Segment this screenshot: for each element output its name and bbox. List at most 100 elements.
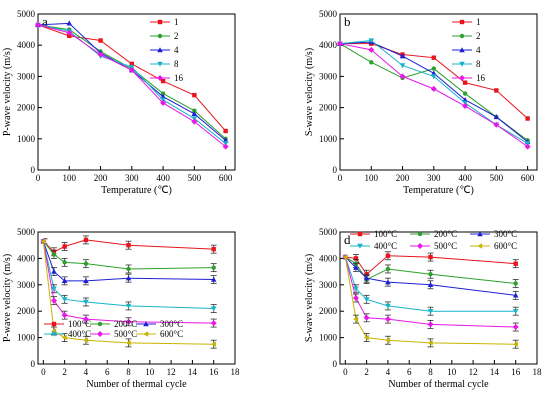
y-axis-label: P-wave velocity (m/s) [2, 254, 13, 342]
legend-label: 500°C [434, 241, 457, 251]
data-point [61, 278, 68, 284]
panel-letter: b [344, 14, 351, 29]
legend-item: 16 [150, 73, 184, 83]
series-line [37, 22, 226, 141]
data-point [125, 275, 132, 281]
y-tick-label: 5000 [17, 9, 36, 19]
data-point [428, 254, 433, 260]
legend-marker [143, 331, 149, 337]
data-point [83, 237, 89, 243]
x-tick-label: 6 [105, 367, 110, 377]
data-point [427, 321, 434, 328]
series-500C [40, 238, 217, 328]
legend-item: 100°C [44, 319, 91, 329]
data-point [385, 253, 391, 258]
series-4 [35, 20, 229, 143]
data-point [83, 337, 89, 344]
series-line [42, 241, 214, 345]
panel-a: a 0 100 200 300 400 500 600 0 1000 2000 3000 4000 500… [2, 9, 236, 196]
x-tick-label: 300 [427, 173, 441, 183]
data-point [462, 91, 468, 96]
x-tick-label: 600 [219, 173, 233, 183]
legend-label: 16 [174, 73, 184, 83]
data-point [160, 91, 166, 96]
series-line [344, 256, 516, 345]
data-point [512, 309, 519, 314]
legend-marker [97, 321, 103, 327]
data-point [427, 309, 434, 314]
legend-marker [357, 231, 363, 237]
y-tick-label: 1000 [17, 333, 36, 343]
y-tick-label: 3000 [17, 71, 36, 81]
x-axis-label: Number of thermal cycle [388, 379, 489, 390]
x-tick-label: 0 [338, 173, 343, 183]
plot-frame [37, 13, 236, 171]
data-point [211, 246, 216, 252]
data-point [210, 341, 216, 347]
legend-item: 300°C [136, 319, 183, 329]
legend-label: 1 [476, 17, 481, 27]
data-point [126, 266, 131, 272]
series-8 [35, 22, 229, 147]
y-tick-label: 0 [31, 359, 36, 369]
x-tick-label: 500 [490, 173, 504, 183]
legend-marker [459, 61, 465, 67]
legend-item: 4 [452, 45, 481, 55]
legend-item: 400°C [44, 329, 91, 339]
data-point [67, 33, 72, 39]
legend-item: 600°C [470, 241, 517, 251]
data-point [40, 238, 46, 245]
data-point [83, 261, 89, 266]
x-tick-label: 100 [63, 173, 77, 183]
y-axis-label: S-wave velocity (m/s) [304, 48, 315, 136]
y-tick-label: 2000 [17, 103, 36, 113]
x-tick-label: 16 [209, 367, 219, 377]
data-point [363, 334, 369, 341]
data-point [385, 279, 391, 285]
data-point [431, 66, 437, 71]
y-tick-label: 1000 [17, 134, 36, 144]
legend-marker [459, 33, 465, 39]
data-point [363, 297, 370, 303]
legend-marker [97, 331, 103, 337]
x-tick-label: 300 [125, 173, 139, 183]
panel-letter: d [344, 232, 351, 247]
data-point [126, 243, 131, 248]
series-line [344, 256, 516, 328]
legend-marker [477, 243, 483, 249]
x-tick-label: 2 [62, 367, 67, 377]
data-point [62, 244, 67, 249]
legend-marker [417, 243, 423, 249]
data-point [430, 85, 437, 92]
data-point [51, 268, 57, 274]
legend-label: 100°C [374, 229, 397, 239]
data-point [368, 38, 375, 44]
x-tick-label: 400 [458, 173, 472, 183]
panel-c: c024681012141618010002000300040005000Num… [2, 227, 240, 390]
series-1 [337, 41, 530, 121]
data-point [353, 316, 359, 322]
data-point [427, 282, 434, 287]
data-point [513, 281, 518, 286]
x-tick-label: 18 [533, 367, 543, 377]
data-point [513, 261, 518, 266]
x-tick-label: 8 [428, 367, 433, 377]
series-600C [40, 238, 217, 349]
panel-d: d 0 2 4 6 8 10 12 14 16 18 0 1000 2000 3000 4000 5000 Num… [304, 227, 542, 390]
legend-marker [459, 75, 465, 81]
data-point [385, 303, 391, 309]
legend-label: 600°C [494, 241, 517, 251]
data-point [493, 114, 500, 120]
y-tick-label: 0 [31, 165, 36, 175]
data-point [385, 266, 391, 272]
data-point [191, 111, 198, 117]
y-axis-label: P-wave velocity (m/s) [2, 48, 13, 136]
x-tick-label: 6 [407, 367, 412, 377]
legend-label: 8 [476, 59, 481, 69]
x-tick-label: 10 [145, 367, 155, 377]
legend-label: 2 [174, 31, 179, 41]
data-point [192, 92, 197, 98]
data-point [61, 312, 68, 319]
y-tick-label: 2000 [319, 103, 338, 113]
data-point [66, 20, 73, 26]
